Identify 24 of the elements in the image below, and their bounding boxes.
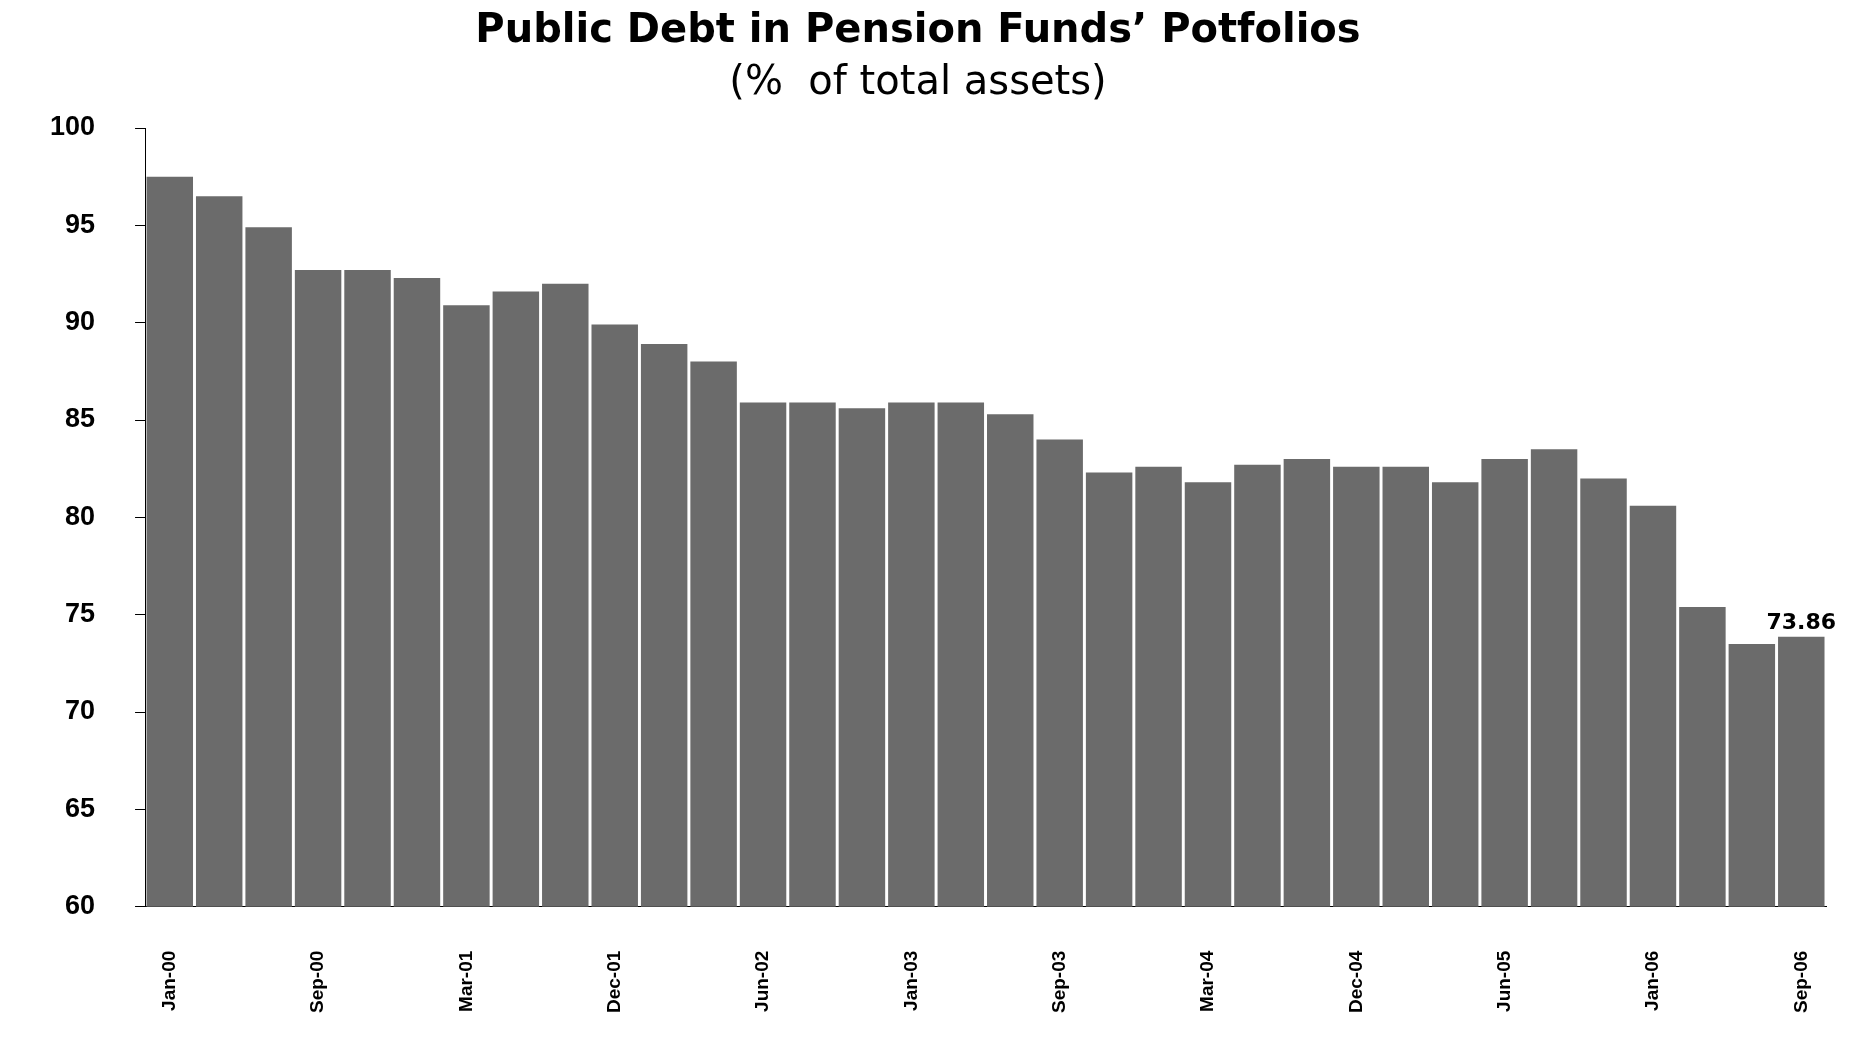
x-tick-label: Jan-00 bbox=[158, 950, 179, 1011]
y-tick-label: 65 bbox=[65, 792, 96, 823]
y-tick-label: 70 bbox=[65, 695, 96, 726]
x-tick-label: Mar-04 bbox=[1196, 950, 1218, 1012]
chart-subtitle: (% of total assets) bbox=[729, 57, 1107, 104]
y-tick-label: 60 bbox=[65, 890, 96, 921]
y-tick-label: 85 bbox=[65, 403, 96, 434]
y-tick-label: 80 bbox=[65, 500, 96, 531]
x-tick-label: Sep-03 bbox=[1047, 950, 1069, 1013]
x-tick-label: Jun-05 bbox=[1492, 950, 1514, 1012]
data-label: 73.86 bbox=[1766, 608, 1837, 634]
x-tick-label: Sep-06 bbox=[1789, 950, 1811, 1013]
y-tick-label: 75 bbox=[65, 598, 96, 629]
x-tick-label: Sep-00 bbox=[306, 950, 328, 1013]
x-tick-label: Mar-01 bbox=[454, 950, 476, 1012]
y-tick-label: 90 bbox=[65, 306, 96, 337]
y-tick-label: 95 bbox=[65, 208, 96, 239]
y-tick-label: 100 bbox=[49, 111, 96, 142]
x-tick-label: Jan-06 bbox=[1641, 950, 1663, 1011]
chart-title: Public Debt in Pension Funds’ Potfolios bbox=[475, 5, 1361, 52]
x-tick-label: Dec-04 bbox=[1344, 950, 1366, 1014]
x-tick-label: Jun-02 bbox=[751, 950, 773, 1012]
x-tick-label: Dec-01 bbox=[602, 950, 624, 1014]
x-tick-label: Jan-03 bbox=[899, 950, 921, 1011]
